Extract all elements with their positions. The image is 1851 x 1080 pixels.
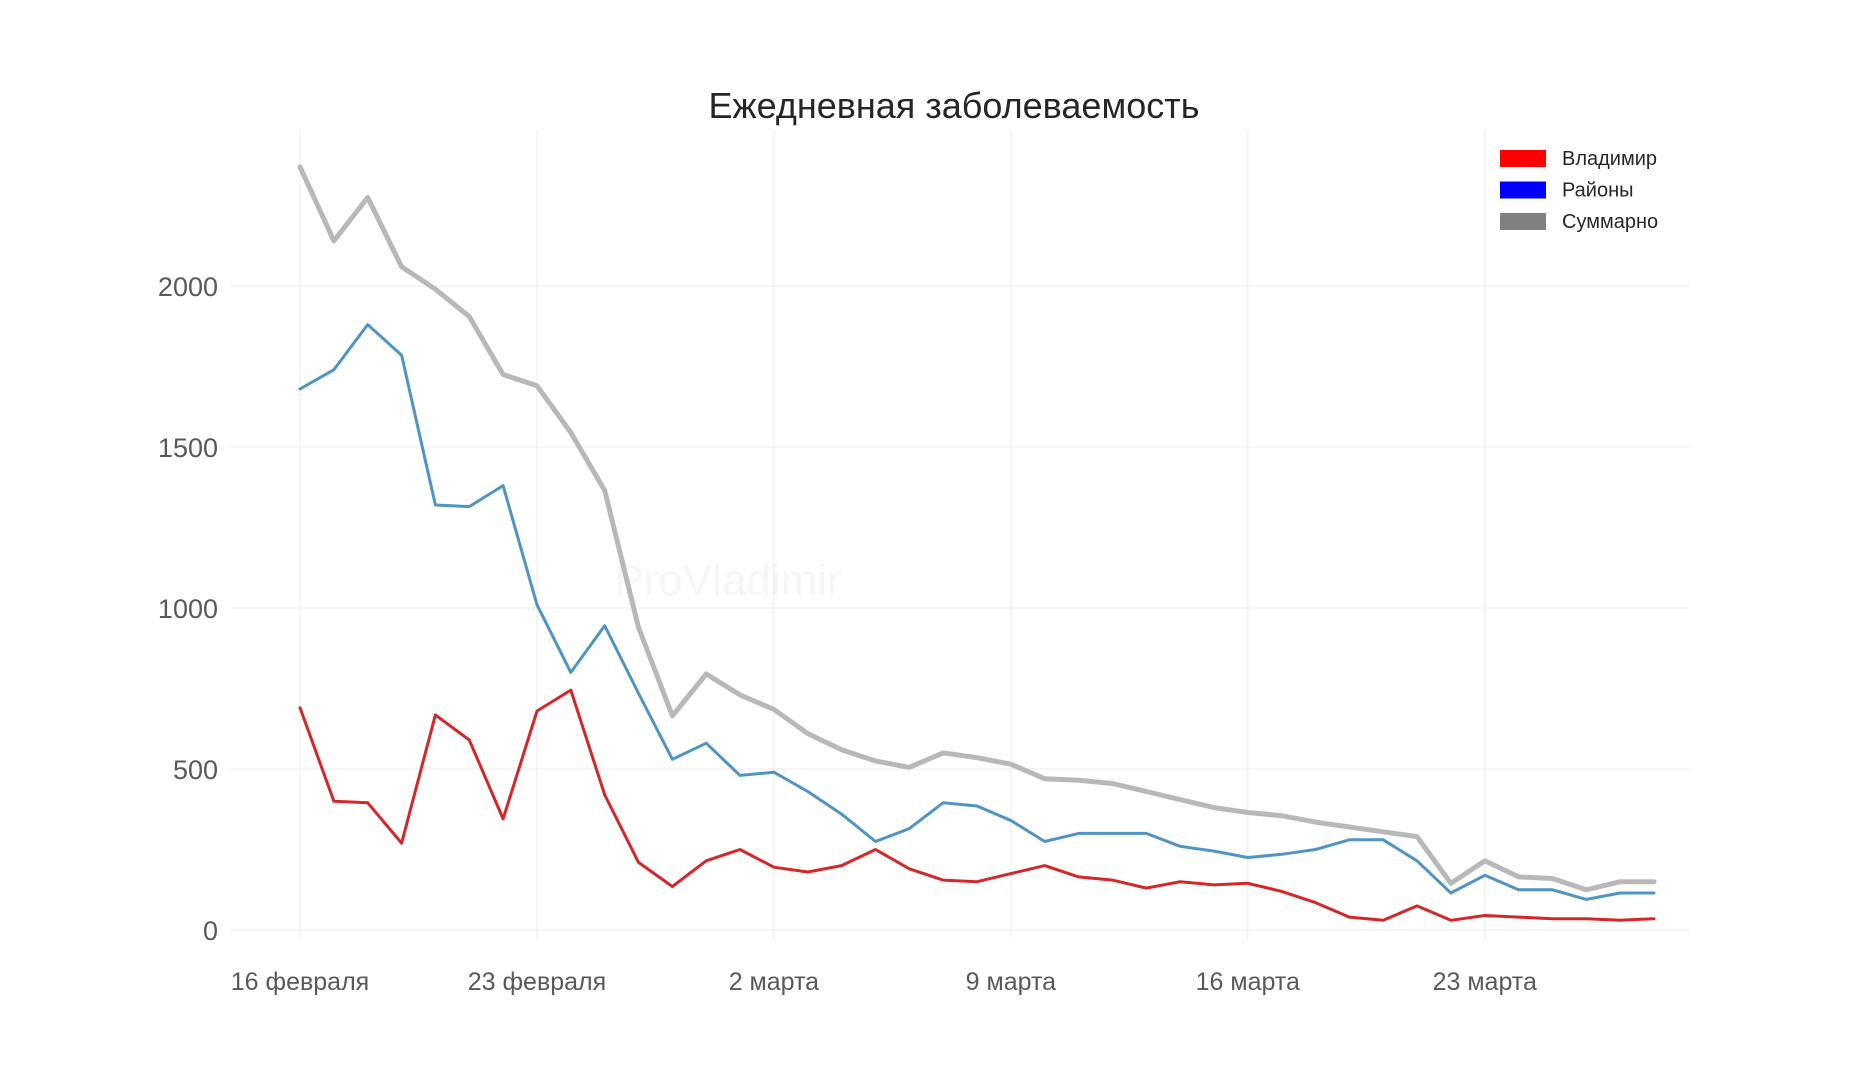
series-line-summarno [297, 164, 1657, 893]
legend: Владимир Районы Суммарно [1500, 148, 1658, 233]
y-tick-label: 500 [173, 755, 218, 785]
x-tick-label: 16 февраля [231, 968, 369, 996]
x-tick-label: 9 марта [966, 968, 1056, 996]
legend-label-summarno: Суммарно [1562, 211, 1658, 233]
y-tick-label: 2000 [158, 272, 218, 302]
y-tick-label: 1500 [158, 433, 218, 463]
series-line-rayony [298, 323, 1656, 901]
y-tick-label: 1000 [158, 594, 218, 624]
x-tick-label: 23 февраля [468, 968, 606, 996]
watermark: ProVladimir [614, 556, 841, 605]
y-axis: 0 500 1000 1500 2000 [158, 272, 218, 946]
x-tick-label: 2 марта [729, 968, 819, 996]
legend-label-vladimir: Владимир [1562, 148, 1657, 170]
chart-title: Ежедневная заболеваемость [709, 85, 1200, 126]
legend-swatch-rayony [1500, 181, 1546, 199]
series-lines [297, 164, 1657, 922]
legend-swatch-summarno [1500, 213, 1546, 230]
x-tick-label: 23 марта [1433, 968, 1537, 996]
series-line-vladimir [298, 688, 1656, 922]
x-axis: 16 февраля 23 февраля 2 марта 9 марта 16 мар… [231, 968, 1537, 996]
gridlines [230, 130, 1690, 940]
legend-swatch-vladimir [1500, 150, 1546, 167]
x-tick-label: 16 марта [1196, 968, 1300, 996]
legend-label-rayony: Районы [1562, 180, 1634, 202]
y-tick-label: 0 [203, 916, 218, 946]
